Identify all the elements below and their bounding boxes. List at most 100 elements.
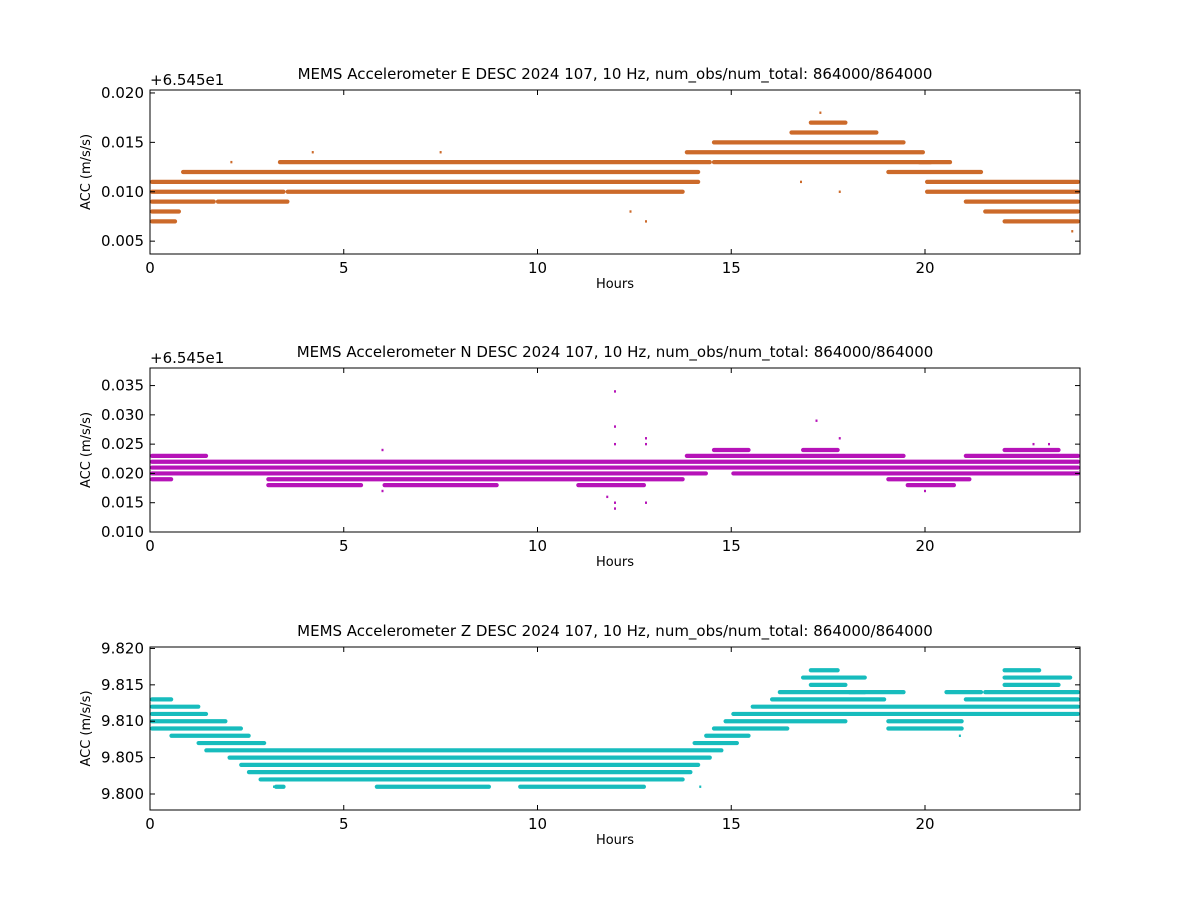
data-band <box>196 740 267 746</box>
data-band <box>983 209 1080 214</box>
data-point <box>381 489 384 493</box>
data-band <box>239 762 701 767</box>
y-tick-label: 0.015 <box>101 494 144 512</box>
data-band <box>777 690 867 695</box>
data-point <box>311 151 314 154</box>
data-point <box>230 160 233 164</box>
data-band <box>711 140 906 145</box>
data-band <box>266 477 685 482</box>
data-band <box>150 209 181 214</box>
data-band <box>731 471 1080 476</box>
data-band <box>274 784 286 789</box>
data-band <box>731 711 1080 717</box>
x-tick-label: 10 <box>528 537 547 555</box>
data-band <box>181 169 701 175</box>
data-band <box>1002 447 1061 453</box>
data-band <box>150 711 209 717</box>
data-band <box>150 477 174 482</box>
data-band <box>905 483 956 488</box>
data-band <box>886 719 964 724</box>
data-band <box>204 748 724 753</box>
data-point <box>1071 230 1074 233</box>
data-point <box>439 151 442 154</box>
data-band <box>963 697 1080 702</box>
axes-frame <box>149 367 1081 533</box>
data-band <box>684 453 906 458</box>
data-band <box>150 465 1080 470</box>
data-point <box>645 437 647 440</box>
x-tick-label: 20 <box>915 259 934 277</box>
data-layer <box>150 111 1080 233</box>
data-band <box>266 483 364 488</box>
data-band <box>150 459 1080 464</box>
data-band <box>1002 675 1073 680</box>
data-point <box>924 489 926 493</box>
y-tick-label: 0.010 <box>101 523 144 541</box>
data-band <box>277 160 712 165</box>
data-point <box>273 785 275 788</box>
data-band <box>227 755 712 760</box>
data-band <box>711 726 790 731</box>
y-tick-label: 0.010 <box>101 183 144 201</box>
data-band <box>750 704 1080 709</box>
data-band <box>150 704 201 709</box>
data-band <box>150 471 708 476</box>
data-band <box>258 777 685 782</box>
data-point <box>958 734 961 737</box>
data-band <box>684 150 925 155</box>
data-band <box>1002 668 1042 673</box>
data-band <box>374 784 491 789</box>
data-band <box>983 690 1080 695</box>
x-tick-label: 0 <box>145 815 155 833</box>
data-point <box>614 425 616 428</box>
x-axis-label: Hours <box>596 833 634 848</box>
data-band <box>382 483 499 488</box>
data-point <box>1048 442 1050 446</box>
y-axis-label: ACC (m/s/s) <box>79 412 94 488</box>
data-point <box>629 210 632 213</box>
x-tick-label: 20 <box>915 537 934 555</box>
data-layer <box>150 668 1080 789</box>
x-tick-label: 5 <box>339 259 349 277</box>
y-tick-label: 9.815 <box>101 676 144 694</box>
y-tick-label: 9.820 <box>101 639 144 657</box>
data-point <box>645 501 647 504</box>
data-band <box>808 120 848 125</box>
data-point <box>614 501 616 504</box>
data-band <box>886 169 984 175</box>
data-band <box>150 453 209 458</box>
panel-n-accelerometer: 0 5 10 15 20 0.010 0.015 0.020 0.025 0.030 0.035 ME… <box>79 343 1081 570</box>
data-band <box>917 160 953 165</box>
data-point <box>381 448 384 452</box>
data-point <box>645 220 647 223</box>
data-band <box>150 199 216 204</box>
x-tick-label: 20 <box>915 815 934 833</box>
chart-title: MEMS Accelerometer Z DESC 2024 107, 10 H… <box>297 622 933 641</box>
y-tick-label: 0.005 <box>101 232 144 250</box>
data-band <box>215 199 290 204</box>
data-band <box>723 719 848 724</box>
y-tick-label: 0.020 <box>101 464 144 482</box>
data-point <box>614 442 616 446</box>
data-point <box>838 190 841 193</box>
data-band <box>847 690 906 695</box>
y-tick-label: 0.020 <box>101 84 144 102</box>
y-tick-label: 0.015 <box>101 133 144 151</box>
y-tick-label: 9.805 <box>101 749 144 767</box>
y-tick-label: 0.030 <box>101 406 144 424</box>
data-band <box>285 189 685 194</box>
data-band <box>1002 219 1080 224</box>
data-point <box>645 442 647 446</box>
data-band <box>1002 682 1061 687</box>
data-band <box>711 160 933 165</box>
x-tick-label: 15 <box>722 815 741 833</box>
data-band <box>770 697 887 702</box>
data-point <box>614 507 616 510</box>
y-offset-text: +6.545e1 <box>150 349 224 367</box>
data-band <box>576 483 646 488</box>
data-layer <box>150 390 1080 510</box>
x-tick-label: 0 <box>145 259 155 277</box>
axes-frame <box>149 646 1081 811</box>
data-band <box>150 219 178 224</box>
